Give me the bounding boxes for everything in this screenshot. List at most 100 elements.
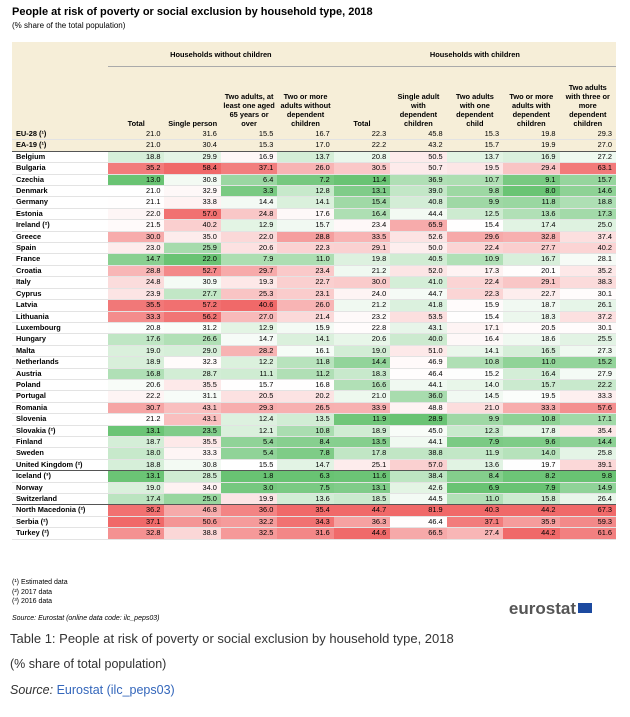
cell: 16.4 (446, 333, 504, 346)
cell: 25.0 (559, 219, 616, 232)
cell: 43.1 (164, 402, 221, 415)
cell: 21.2 (108, 413, 165, 426)
cell: 14.7 (220, 333, 278, 346)
cell: 17.3 (559, 208, 616, 221)
cell: 32.8 (503, 231, 560, 244)
cell: 42.6 (390, 482, 447, 495)
cell: 11.0 (446, 493, 504, 506)
cell: 35.5 (164, 436, 221, 449)
cell: 9.8 (446, 185, 504, 198)
cell: 17.6 (277, 208, 334, 221)
row-label: Bulgaria (12, 162, 108, 175)
cell: 14.1 (277, 196, 334, 209)
table-row: Italy 24.8 30.9 19.3 22.7 30.0 41.0 22.4 29.1 38.… (12, 276, 616, 289)
cell: 22.3 (446, 288, 504, 301)
cell: 10.9 (446, 253, 504, 266)
cell: 21.0 (108, 139, 165, 152)
row-label: Iceland (³) (12, 470, 108, 483)
row-label: Croatia (12, 265, 108, 278)
cell: 18.8 (108, 459, 165, 472)
cell: 29.1 (503, 276, 560, 289)
cell: 44.1 (390, 436, 447, 449)
cell: 36.0 (220, 504, 278, 517)
table-row: Luxembourg 20.8 31.2 12.9 15.9 22.8 43.1 17.1 20… (12, 322, 616, 335)
cell: 45.8 (390, 129, 447, 141)
caption-source: Source: Eurostat (ilc_peps03) (10, 683, 175, 697)
cell: 7.9 (220, 253, 278, 266)
cell: 20.8 (333, 151, 391, 164)
cell: 35.4 (277, 504, 334, 517)
cell: 53.5 (390, 311, 447, 323)
cell: 22.7 (503, 288, 560, 301)
cell: 29.1 (333, 242, 391, 255)
cell: 37.1 (108, 516, 165, 529)
cell: 9.9 (446, 196, 504, 209)
cell: 65.9 (390, 219, 447, 232)
row-label: Estonia (12, 208, 108, 221)
cell: 36.9 (390, 174, 447, 187)
cell: 29.0 (164, 345, 221, 358)
cell: 46.4 (390, 516, 447, 529)
cell: 15.7 (277, 219, 334, 232)
table-image: People at risk of poverty or social excl… (4, 2, 624, 622)
cell: 50.6 (164, 516, 221, 529)
cell: 18.3 (503, 311, 560, 323)
cell: 8.2 (503, 470, 560, 483)
cell: 27.3 (559, 345, 616, 358)
cell: 22.2 (333, 139, 391, 152)
cell: 34.3 (277, 516, 334, 529)
row-label: EA-19 (¹) (12, 139, 108, 152)
cell: 23.9 (108, 288, 165, 301)
cell: 13.1 (108, 470, 165, 483)
cell: 12.9 (220, 322, 278, 335)
cell: 28.8 (277, 231, 334, 244)
cell: 17.3 (446, 265, 504, 278)
row-label: Cyprus (12, 288, 108, 301)
cell: 20.6 (108, 379, 165, 392)
cell: 29.4 (503, 162, 560, 175)
cell: 33.8 (164, 196, 221, 209)
footnote: (³) 2016 data (12, 598, 53, 605)
cell: 29.7 (220, 265, 278, 278)
cell: 36.0 (390, 390, 447, 403)
source-link[interactable]: Eurostat (ilc_peps03) (56, 683, 175, 697)
table-row: Malta 19.0 29.0 28.2 16.1 19.0 51.0 14.1 16.5 27.… (12, 345, 616, 358)
row-label: Luxembourg (12, 322, 108, 335)
cell: 15.5 (220, 459, 278, 472)
cell: 26.6 (164, 333, 221, 346)
caption-subtitle: (% share of total population) (10, 657, 167, 671)
cell: 11.2 (277, 368, 334, 380)
cell: 13.1 (333, 185, 391, 198)
cell: 19.5 (503, 390, 560, 403)
row-label: Netherlands (12, 356, 108, 369)
cell: 21.4 (277, 311, 334, 323)
cell: 30.4 (164, 139, 221, 152)
cell: 17.4 (108, 493, 165, 506)
cell: 30.1 (559, 288, 616, 301)
cell: 28.5 (164, 470, 221, 483)
footnote: (²) 2017 data (12, 588, 53, 596)
cell: 22.0 (108, 208, 165, 221)
cell: 13.1 (333, 482, 391, 495)
cell: 46.8 (164, 504, 221, 517)
cell: 14.7 (108, 253, 165, 266)
cell: 37.4 (559, 231, 616, 244)
cell: 3.0 (220, 482, 278, 495)
cell: 16.9 (503, 151, 560, 164)
cell: 15.9 (446, 299, 504, 312)
cell: 10.8 (446, 356, 504, 369)
cell: 30.5 (333, 162, 391, 175)
cell: 9.1 (503, 174, 560, 187)
cell: 8.4 (277, 436, 334, 449)
cell: 16.9 (220, 151, 278, 164)
table-row: Czechia 13.0 30.8 6.4 7.2 11.4 36.9 10.7 9.1 15.7 (12, 174, 616, 187)
cell: 81.9 (390, 504, 447, 517)
cell: 20.8 (108, 322, 165, 335)
cell: 29.3 (220, 402, 278, 415)
cell: 15.7 (503, 379, 560, 392)
cell: 21.0 (108, 129, 165, 141)
cell: 18.8 (108, 151, 165, 164)
cell: 36.2 (108, 504, 165, 517)
table-row: Finland 18.7 35.5 5.4 8.4 13.5 44.1 7.9 9.6 14.4 (12, 436, 616, 449)
table-row: Iceland (³) 13.1 28.5 1.8 6.3 11.6 38.4 8.4 8.2 9… (12, 470, 616, 483)
